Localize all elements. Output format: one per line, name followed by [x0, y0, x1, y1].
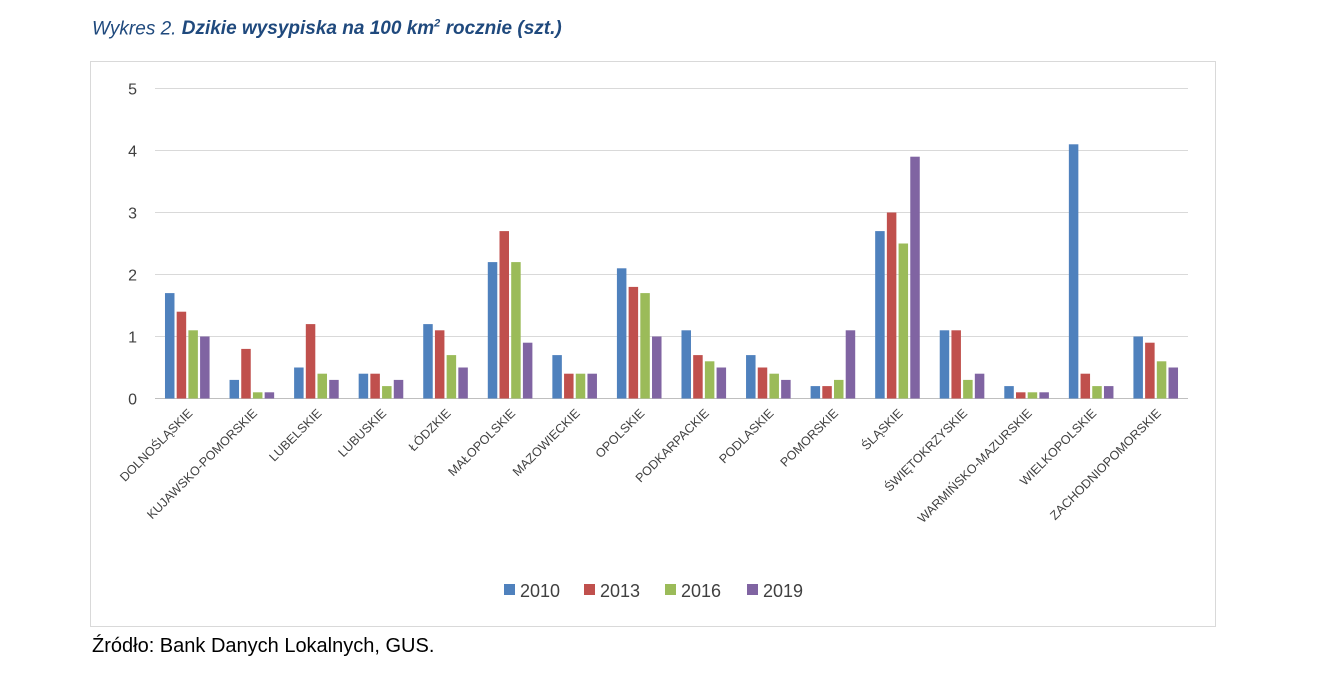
x-tick-label: PODLASKIE — [716, 406, 776, 466]
bar-2013 — [434, 330, 445, 399]
bar-2013 — [499, 231, 509, 399]
y-tick-label: 3 — [128, 206, 137, 223]
bar-2010 — [1004, 386, 1014, 399]
bar-2013 — [370, 373, 380, 399]
y-tick-label: 0 — [128, 392, 137, 409]
bar-2019 — [652, 336, 662, 399]
bar-2010 — [552, 355, 562, 399]
bar-2019 — [1103, 386, 1114, 399]
x-tick-label: ŁÓDZKIE — [405, 406, 453, 454]
y-tick-label: 2 — [128, 268, 137, 285]
bar-2016 — [834, 379, 844, 399]
bar-2010 — [358, 373, 369, 399]
source-note: Źródło: Bank Danych Lokalnych, GUS. — [92, 635, 435, 657]
bar-2013 — [1080, 373, 1091, 399]
legend-swatch-2013 — [584, 584, 595, 595]
caption-title-text: Dzikie wysypiska na 100 km — [181, 18, 435, 40]
chart-frame — [90, 61, 1216, 627]
bar-2010 — [681, 330, 691, 399]
y-tick-label: 1 — [128, 330, 137, 347]
bar-2019 — [393, 379, 404, 399]
bar-2010 — [487, 262, 498, 399]
bar-2019 — [974, 373, 985, 399]
bar-2010 — [294, 367, 304, 399]
bar-2016 — [317, 373, 328, 399]
bar-2013 — [822, 386, 832, 399]
caption-prefix: Wykres 2. — [92, 18, 177, 40]
bar-2016 — [1156, 361, 1167, 399]
caption-title: Dzikie wysypiska na 100 km2 rocznie (szt… — [182, 18, 562, 39]
bar-2016 — [898, 243, 909, 399]
bar-2010 — [746, 355, 756, 399]
bar-2013 — [1015, 392, 1026, 399]
bar-2010 — [423, 324, 433, 399]
bar-2010 — [810, 386, 821, 399]
bar-2019 — [522, 342, 533, 399]
bar-2019 — [845, 330, 856, 399]
bar-2016 — [446, 355, 457, 399]
x-tick-label: ZACHODNIOPOMORSKIE — [1047, 406, 1163, 522]
bar-2019 — [1039, 392, 1049, 399]
bar-2010 — [939, 330, 950, 399]
bar-2016 — [769, 373, 779, 399]
y-tick-label: 5 — [128, 82, 137, 99]
bar-2010 — [875, 231, 885, 399]
bar-2016 — [1027, 392, 1038, 399]
bar-2019 — [200, 336, 210, 399]
legend-label-2019: 2019 — [763, 581, 803, 601]
bar-2019 — [910, 156, 920, 399]
caption-superscript: 2 — [434, 18, 441, 30]
x-tick-label: LUBELSKIE — [266, 406, 324, 464]
x-tick-label: WARMIŃSKO-MAZURSKIE — [914, 406, 1034, 526]
bar-2019 — [587, 373, 597, 399]
chart-caption: Wykres 2. Dzikie wysypiska na 100 km2 ro… — [92, 18, 562, 40]
caption-title-suffix: rocznie (szt.) — [440, 18, 562, 40]
bar-2013 — [1145, 342, 1155, 399]
legend-label-2013: 2013 — [600, 581, 640, 601]
bar-2016 — [640, 293, 650, 399]
bar-2019 — [781, 379, 791, 399]
legend-swatch-2010 — [504, 584, 515, 595]
x-tick-label: KUJAWSKO-POMORSKIE — [144, 406, 260, 522]
bar-2016 — [188, 330, 198, 399]
bar-2010 — [616, 268, 627, 399]
bar-2019 — [458, 367, 468, 399]
bar-2016 — [252, 392, 263, 399]
bar-2013 — [564, 373, 574, 399]
bar-2019 — [716, 367, 727, 399]
bar-2010 — [229, 379, 240, 399]
x-tick-label: POMORSKIE — [778, 406, 841, 469]
bar-2010 — [1068, 144, 1079, 399]
bar-2013 — [886, 212, 897, 399]
legend-swatch-2019 — [747, 584, 758, 595]
bar-2013 — [951, 330, 961, 399]
bar-2016 — [382, 386, 392, 399]
bar-2019 — [329, 379, 339, 399]
bar-2016 — [704, 361, 715, 399]
bar-2016 — [511, 262, 521, 399]
bar-2019 — [264, 392, 275, 399]
bar-2013 — [693, 355, 703, 399]
bar-2013 — [241, 348, 251, 399]
bar-2013 — [757, 367, 768, 399]
legend-swatch-2016 — [665, 584, 676, 595]
x-tick-label: LUBUSKIE — [335, 406, 389, 460]
legend-label-2016: 2016 — [681, 581, 721, 601]
x-tick-label: ŚLĄSKIE — [858, 406, 905, 453]
legend-label-2010: 2010 — [520, 581, 560, 601]
bar-2016 — [1092, 386, 1102, 399]
bar-2013 — [176, 311, 187, 399]
x-tick-label: MAZOWIECKIE — [510, 406, 583, 479]
bar-2019 — [1168, 367, 1179, 399]
bar-2016 — [575, 373, 586, 399]
x-tick-label: MAŁOPOLSKIE — [445, 406, 518, 479]
bar-2013 — [305, 324, 316, 399]
bar-2010 — [1133, 336, 1143, 399]
bar-2010 — [164, 293, 175, 399]
x-tick-label: OPOLSKIE — [593, 406, 648, 461]
bar-2013 — [628, 286, 639, 399]
bar-2016 — [963, 379, 973, 399]
y-tick-label: 4 — [128, 144, 137, 161]
